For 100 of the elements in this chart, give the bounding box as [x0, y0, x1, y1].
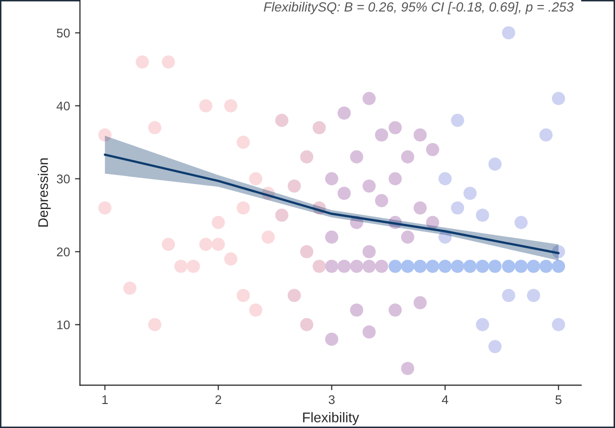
point: [338, 106, 351, 120]
point: [401, 362, 414, 376]
point: [476, 208, 490, 222]
point: [502, 26, 516, 40]
point: [312, 121, 326, 134]
point: [539, 260, 553, 273]
point: [362, 245, 376, 258]
point: [450, 201, 464, 215]
x-tick-label: 5: [556, 395, 562, 404]
point: [350, 150, 364, 164]
point: [526, 260, 540, 273]
point: [552, 318, 566, 332]
point: [388, 121, 402, 134]
point: [224, 252, 238, 266]
point: [426, 142, 440, 156]
y-tick-label: 20: [56, 247, 70, 256]
point: [98, 201, 112, 215]
point: [476, 260, 490, 273]
point: [212, 216, 225, 230]
point: [199, 238, 212, 251]
point: [476, 318, 490, 332]
point: [463, 186, 477, 200]
point: [325, 172, 338, 186]
point: [338, 186, 351, 200]
point: [450, 114, 464, 127]
point: [526, 288, 540, 302]
point: [300, 245, 314, 258]
y-tick-label: 10: [57, 320, 70, 330]
point: [300, 318, 314, 332]
point: [136, 55, 149, 69]
annotation: FlexibilitySQ: B = 0.26, 95% CI [-0.18, 0.69], p = .253: [264, 2, 574, 14]
point: [488, 260, 502, 273]
x-axis-title: Flexibility: [303, 412, 360, 426]
y-axis-title: Depression: [38, 158, 51, 227]
point: [123, 282, 136, 295]
x-tick-label: 1: [102, 395, 108, 404]
point: [388, 172, 402, 186]
point: [375, 128, 388, 142]
point: [514, 260, 528, 273]
point: [375, 194, 388, 208]
point: [514, 216, 528, 230]
point: [450, 260, 464, 273]
point: [262, 230, 275, 244]
point: [362, 260, 376, 273]
point: [275, 114, 288, 127]
point: [426, 216, 440, 230]
point: [186, 260, 200, 273]
x-tick-label: 4: [442, 395, 448, 404]
point: [426, 260, 440, 273]
point: [414, 296, 427, 310]
point: [388, 303, 402, 317]
point: [502, 288, 516, 302]
point: [224, 99, 238, 112]
point: [325, 332, 338, 346]
point: [148, 121, 162, 134]
y-tick-label: 30: [56, 174, 70, 184]
point: [414, 128, 427, 142]
point: [288, 288, 301, 302]
x-tick-label: 3: [328, 395, 335, 404]
point: [312, 260, 326, 273]
point: [325, 230, 338, 244]
point: [401, 230, 414, 244]
point: [98, 128, 112, 142]
point: [249, 172, 262, 186]
point: [388, 260, 402, 273]
point: [362, 325, 376, 339]
point: [174, 260, 188, 273]
y-tick-label: 40: [56, 102, 70, 110]
point: [236, 136, 250, 149]
y-tick-label: 50: [56, 28, 70, 38]
point: [236, 288, 250, 302]
point: [488, 158, 502, 171]
point: [438, 172, 452, 186]
point: [350, 260, 364, 273]
point: [401, 150, 414, 164]
point: [502, 260, 516, 273]
point: [362, 179, 376, 193]
point: [463, 260, 477, 273]
point: [249, 303, 262, 317]
point: [236, 201, 250, 215]
point: [350, 303, 364, 317]
point: [552, 260, 566, 273]
point: [199, 99, 212, 112]
point: [401, 260, 414, 273]
point: [162, 55, 175, 69]
point: [288, 179, 301, 193]
point: [212, 238, 225, 251]
point: [414, 260, 427, 273]
point: [438, 260, 452, 273]
point: [375, 260, 388, 273]
point: [414, 201, 427, 215]
point: [325, 260, 338, 273]
point: [275, 208, 288, 222]
point: [552, 92, 566, 106]
x-tick-label: 2: [215, 395, 222, 404]
point: [300, 150, 314, 164]
point: [362, 92, 376, 106]
point: [162, 238, 175, 251]
point: [148, 318, 162, 332]
point: [539, 128, 553, 142]
